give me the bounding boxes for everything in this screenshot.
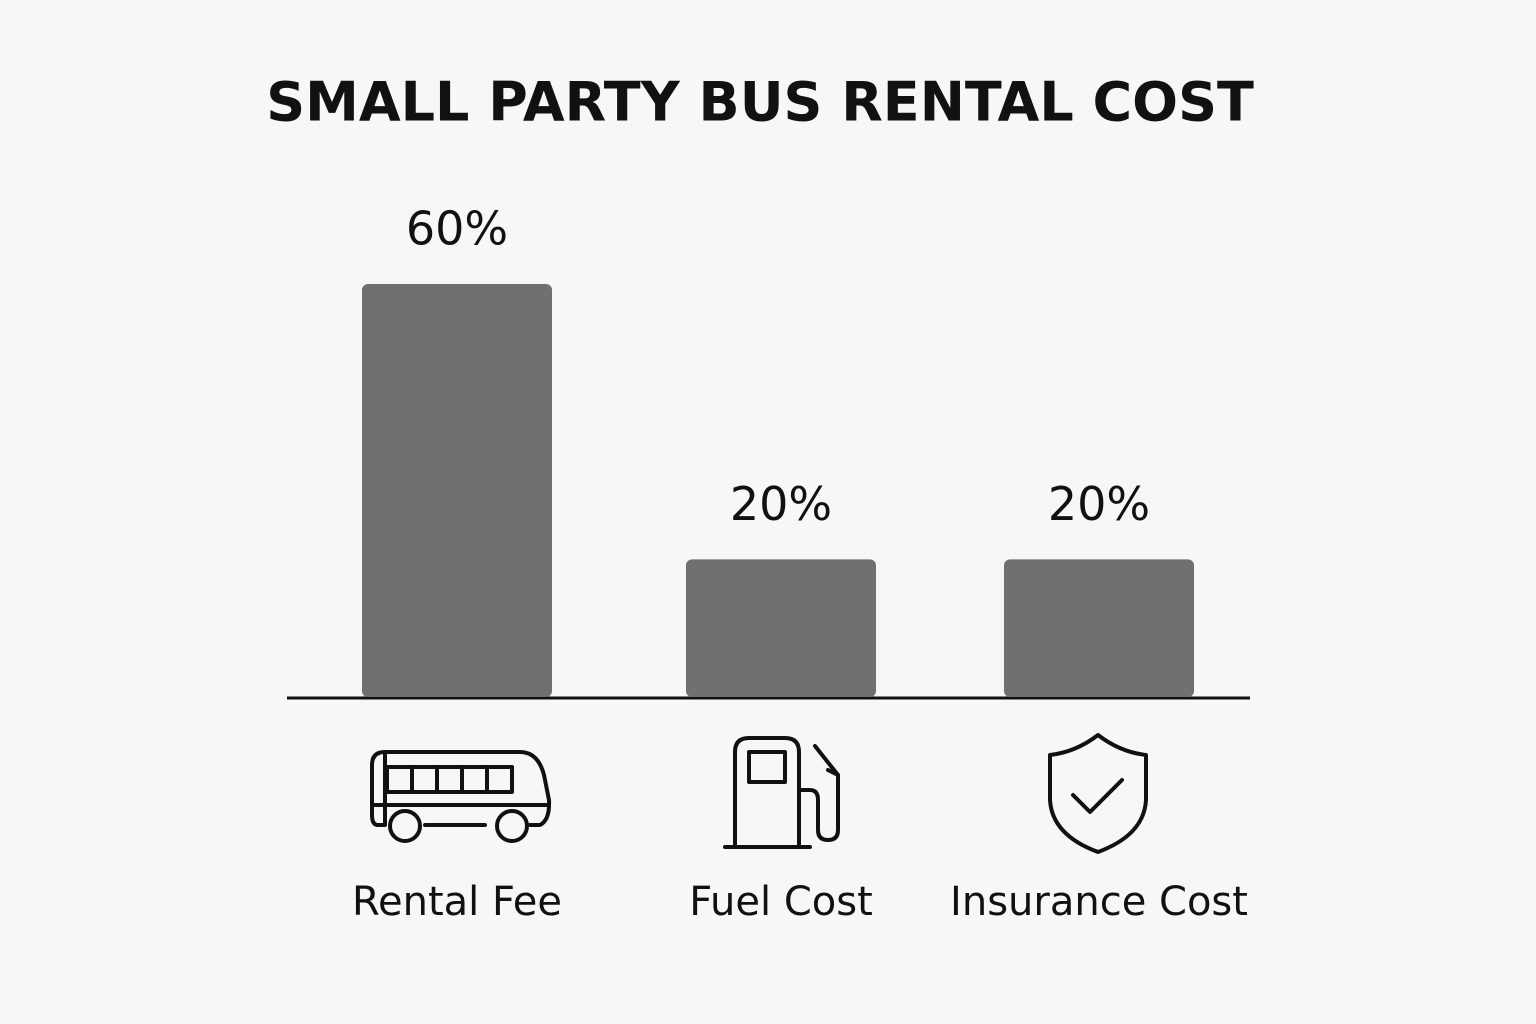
value-label: 60% xyxy=(406,202,508,256)
x-tick-label: Insurance Cost xyxy=(950,879,1248,925)
chart-title: SMALL PARTY BUS RENTAL COST xyxy=(266,71,1254,134)
fuel-icon xyxy=(723,736,840,849)
value-label: 20% xyxy=(1048,477,1150,531)
x-tick-label: Fuel Cost xyxy=(689,879,873,925)
shield-icon xyxy=(1048,733,1148,854)
bar xyxy=(1004,559,1194,697)
bar xyxy=(362,284,552,697)
bus-icon xyxy=(370,750,552,843)
x-tick-label: Rental Fee xyxy=(352,879,562,925)
value-label: 20% xyxy=(730,477,832,531)
bar xyxy=(686,559,876,697)
